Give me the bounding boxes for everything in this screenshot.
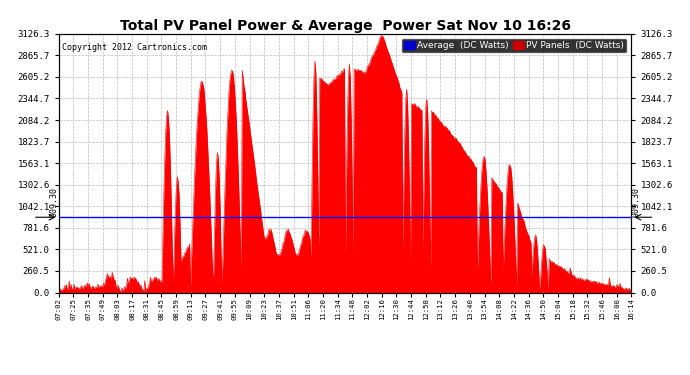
Text: 909.30: 909.30	[632, 187, 641, 217]
Text: 909.30: 909.30	[49, 187, 58, 217]
Title: Total PV Panel Power & Average  Power Sat Nov 10 16:26: Total PV Panel Power & Average Power Sat…	[119, 19, 571, 33]
Legend: Average  (DC Watts), PV Panels  (DC Watts): Average (DC Watts), PV Panels (DC Watts)	[401, 38, 627, 53]
Text: Copyright 2012 Cartronics.com: Copyright 2012 Cartronics.com	[61, 43, 206, 52]
